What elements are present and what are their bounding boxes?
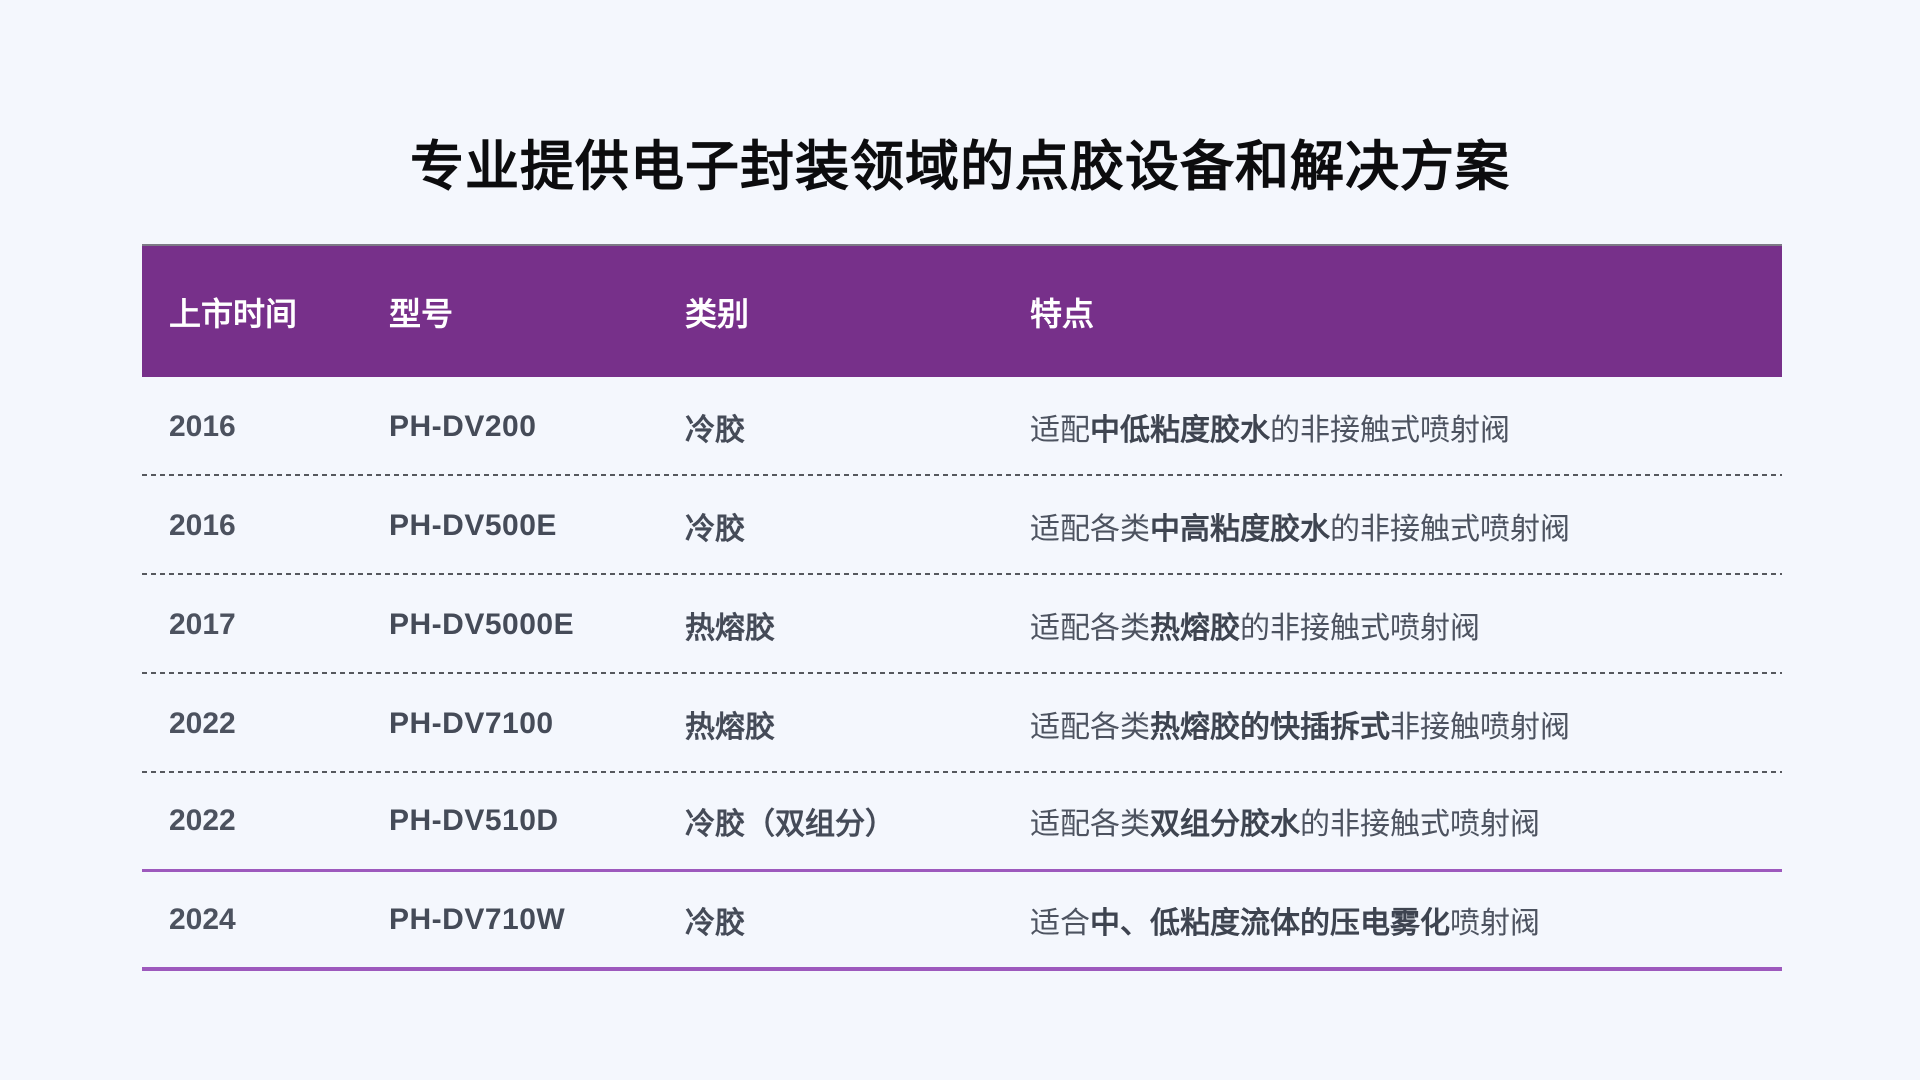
table-header-row: 上市时间 型号 类别 特点: [142, 244, 1782, 377]
cell-model: PH-DV710W: [389, 902, 566, 936]
cell-model: PH-DV200: [389, 409, 537, 443]
cell-launch-year: 2017: [169, 607, 236, 641]
cell-model: PH-DV510D: [389, 804, 559, 837]
table-row: 2016 PH-DV500E 冷胶 适配各类中高粘度胶水的非接触式喷射阀: [142, 476, 1782, 575]
feature-text: 适配各类: [1030, 512, 1150, 546]
column-header-features: 特点: [1030, 295, 1095, 332]
cell-launch-year: 2024: [169, 902, 236, 936]
column-header-model: 型号: [389, 295, 454, 332]
feature-highlight-text: 中高粘度胶水: [1150, 512, 1330, 546]
column-header-category: 类别: [685, 295, 750, 332]
cell-feature: 适配各类热熔胶的快插拆式非接触喷射阀: [1030, 702, 1782, 746]
table-row: 2017 PH-DV5000E 热熔胶 适配各类热熔胶的非接触式喷射阀: [142, 575, 1782, 674]
page-title: 专业提供电子封装领域的点胶设备和解决方案: [410, 137, 1510, 197]
cell-launch-year: 2022: [169, 804, 236, 837]
table-row: 2024 PH-DV710W 冷胶 适合中、低粘度流体的压电雾化喷射阀: [142, 872, 1782, 971]
cell-category: 冷胶（双组分）: [685, 808, 895, 841]
cell-feature: 适配各类双组分胶水的非接触式喷射阀: [1030, 799, 1782, 843]
cell-feature: 适配各类热熔胶的非接触式喷射阀: [1030, 603, 1782, 647]
cell-launch-year: 2022: [169, 706, 236, 740]
feature-text: 适配各类: [1030, 611, 1150, 645]
feature-highlight-text: 中低粘度胶水: [1090, 413, 1270, 447]
cell-model: PH-DV500E: [389, 508, 557, 542]
cell-model: PH-DV7100: [389, 706, 554, 740]
cell-feature: 适配各类中高粘度胶水的非接触式喷射阀: [1030, 504, 1782, 548]
feature-text: 非接触喷射阀: [1390, 710, 1570, 744]
cell-category: 热熔胶: [685, 710, 775, 744]
cell-category: 冷胶: [685, 512, 745, 546]
feature-highlight-text: 双组分胶水: [1150, 808, 1300, 841]
table-row: 2022 PH-DV510D 冷胶（双组分） 适配各类双组分胶水的非接触式喷射阀: [142, 773, 1782, 872]
column-header-launch-time: 上市时间: [169, 295, 298, 332]
feature-text: 喷射阀: [1450, 906, 1540, 940]
cell-launch-year: 2016: [169, 508, 236, 542]
feature-text: 适合: [1030, 906, 1090, 940]
table-row: 2016 PH-DV200 冷胶 适配中低粘度胶水的非接触式喷射阀: [142, 377, 1782, 476]
feature-highlight-text: 热熔胶的快插拆式: [1150, 710, 1390, 744]
feature-text: 适配: [1030, 413, 1090, 447]
feature-text: 的非接触式喷射阀: [1330, 512, 1570, 546]
feature-text: 的非接触式喷射阀: [1270, 413, 1510, 447]
cell-category: 冷胶: [685, 413, 745, 447]
cell-feature: 适合中、低粘度流体的压电雾化喷射阀: [1030, 898, 1782, 942]
cell-category: 冷胶: [685, 906, 745, 940]
feature-text: 的非接触式喷射阀: [1300, 808, 1540, 841]
feature-text: 的非接触式喷射阀: [1240, 611, 1480, 645]
cell-launch-year: 2016: [169, 409, 236, 443]
feature-text: 适配各类: [1030, 710, 1150, 744]
product-table: 上市时间 型号 类别 特点 2016 PH-DV200 冷胶 适配中低粘度胶水的…: [142, 244, 1782, 971]
cell-model: PH-DV5000E: [389, 607, 575, 641]
cell-category: 热熔胶: [685, 611, 775, 645]
feature-highlight-text: 热熔胶: [1150, 611, 1240, 645]
feature-highlight-text: 中、低粘度流体的压电雾化: [1090, 906, 1450, 940]
table-body: 2016 PH-DV200 冷胶 适配中低粘度胶水的非接触式喷射阀 2016 P…: [142, 377, 1782, 971]
cell-feature: 适配中低粘度胶水的非接触式喷射阀: [1030, 405, 1782, 449]
feature-text: 适配各类: [1030, 808, 1150, 841]
table-row: 2022 PH-DV7100 热熔胶 适配各类热熔胶的快插拆式非接触喷射阀: [142, 674, 1782, 773]
